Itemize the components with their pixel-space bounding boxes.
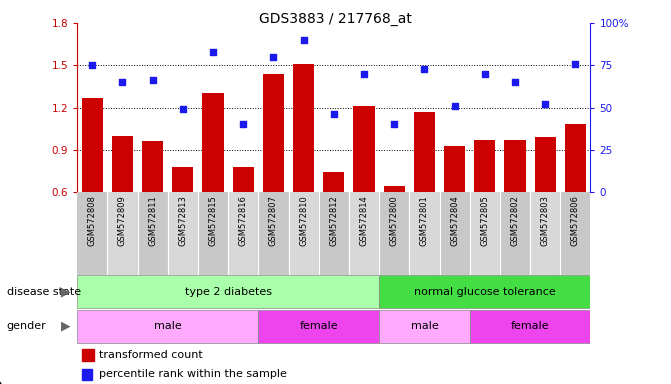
Text: GSM572802: GSM572802 — [511, 195, 519, 246]
Bar — [258, 310, 379, 343]
Point — [570, 61, 581, 67]
Bar — [444, 146, 465, 192]
Bar — [107, 192, 138, 275]
Bar — [323, 172, 344, 192]
Bar — [409, 192, 440, 275]
Text: GSM572808: GSM572808 — [88, 195, 97, 246]
Bar — [565, 124, 586, 192]
Bar — [233, 167, 254, 192]
Text: percentile rank within the sample: percentile rank within the sample — [99, 369, 287, 379]
Point — [389, 121, 400, 127]
Text: male: male — [411, 321, 438, 331]
Text: normal glucose tolerance: normal glucose tolerance — [414, 287, 556, 297]
Bar — [172, 167, 193, 192]
Bar — [258, 192, 289, 275]
Point — [419, 66, 430, 72]
Bar — [414, 112, 435, 192]
Text: ▶: ▶ — [61, 320, 70, 333]
Bar — [77, 275, 379, 308]
Point — [148, 78, 158, 84]
Bar — [379, 192, 409, 275]
Bar — [198, 192, 228, 275]
Point — [359, 71, 370, 77]
Bar — [354, 106, 374, 192]
Point — [208, 49, 219, 55]
Bar — [228, 192, 258, 275]
Bar — [82, 98, 103, 192]
Text: GSM572806: GSM572806 — [571, 195, 580, 246]
Bar — [535, 137, 556, 192]
Text: GSM572810: GSM572810 — [299, 195, 308, 246]
Text: GSM572801: GSM572801 — [420, 195, 429, 246]
Bar — [349, 192, 379, 275]
Text: GSM572816: GSM572816 — [239, 195, 248, 246]
Text: GSM572809: GSM572809 — [118, 195, 127, 246]
Text: GSM572803: GSM572803 — [541, 195, 550, 246]
Text: type 2 diabetes: type 2 diabetes — [185, 287, 272, 297]
Point — [450, 103, 460, 109]
Text: GSM572813: GSM572813 — [178, 195, 187, 246]
Bar — [474, 140, 495, 192]
Bar — [505, 140, 525, 192]
Bar — [379, 275, 590, 308]
Point — [540, 101, 551, 107]
Text: gender: gender — [7, 321, 46, 331]
Text: GSM572805: GSM572805 — [480, 195, 489, 246]
Bar — [379, 310, 470, 343]
Text: transformed count: transformed count — [99, 350, 203, 360]
Text: GSM572814: GSM572814 — [360, 195, 368, 246]
Bar — [203, 93, 223, 192]
Bar — [83, 349, 93, 361]
Bar — [440, 192, 470, 275]
Text: GSM572812: GSM572812 — [329, 195, 338, 246]
Text: male: male — [154, 321, 182, 331]
Bar — [560, 192, 590, 275]
Point — [87, 62, 98, 68]
Bar — [470, 192, 500, 275]
Bar — [168, 192, 198, 275]
Bar — [384, 186, 405, 192]
Point — [178, 106, 189, 112]
Text: GSM572804: GSM572804 — [450, 195, 459, 246]
Bar — [83, 369, 91, 380]
Bar — [293, 64, 314, 192]
Text: GSM572811: GSM572811 — [148, 195, 157, 246]
Text: ▶: ▶ — [61, 285, 70, 298]
Point — [117, 79, 128, 85]
Point — [268, 54, 279, 60]
Text: female: female — [299, 321, 338, 331]
Bar — [77, 192, 107, 275]
Bar — [138, 192, 168, 275]
Bar — [112, 136, 133, 192]
Text: GDS3883 / 217768_at: GDS3883 / 217768_at — [259, 12, 412, 25]
Point — [329, 111, 340, 118]
Bar — [530, 192, 560, 275]
Point — [480, 71, 491, 77]
Point — [238, 121, 249, 127]
Bar — [263, 74, 284, 192]
Text: disease state: disease state — [7, 287, 81, 297]
Text: GSM572815: GSM572815 — [209, 195, 217, 246]
Bar — [142, 141, 163, 192]
Bar — [500, 192, 530, 275]
Bar — [319, 192, 349, 275]
Text: GSM572800: GSM572800 — [390, 195, 399, 246]
Text: female: female — [511, 321, 550, 331]
Point — [510, 79, 521, 85]
Point — [299, 37, 309, 43]
Bar — [470, 310, 590, 343]
Text: GSM572807: GSM572807 — [269, 195, 278, 246]
Bar — [77, 310, 258, 343]
Bar — [289, 192, 319, 275]
